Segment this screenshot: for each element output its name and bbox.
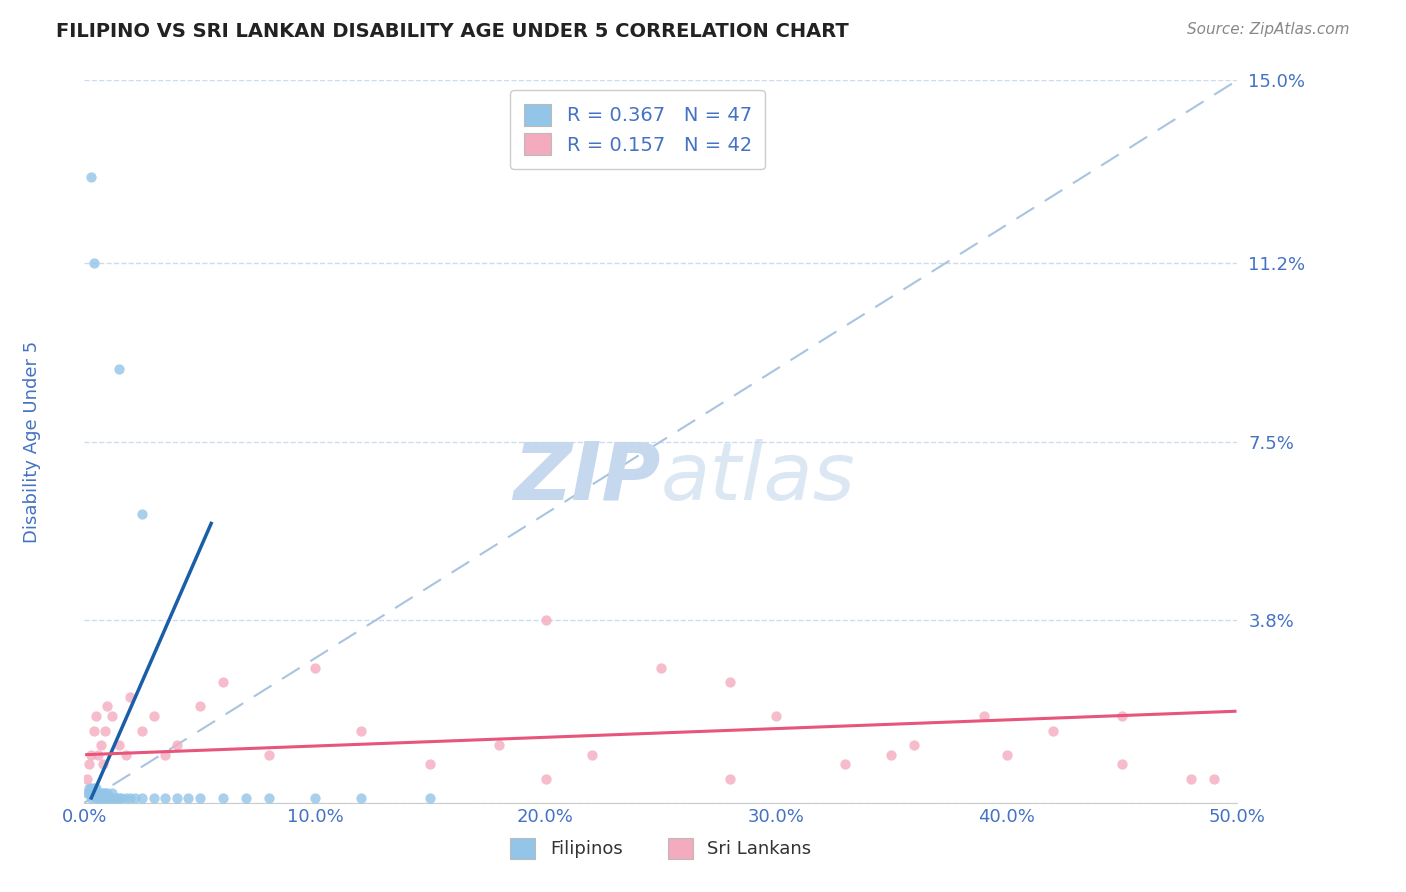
Point [350,791,373,805]
Text: Disability Age Under 5: Disability Age Under 5 [24,341,42,542]
Point [108,738,131,752]
Point [77,786,100,800]
Point [115,747,138,762]
Point [995,747,1018,762]
Point [84,781,107,796]
Point [142,709,165,723]
Point [83,786,105,800]
Point [96,699,118,714]
Point [120,690,142,704]
Point [177,791,200,805]
Point [101,791,124,805]
Point [188,791,211,805]
Legend: Filipinos, Sri Lankans: Filipinos, Sri Lankans [503,830,818,866]
Point [211,791,233,805]
Point [304,661,326,675]
Point [83,723,105,738]
Point [1111,757,1133,772]
Point [91,791,114,805]
Point [105,791,128,805]
Point [973,709,995,723]
Point [87,791,110,805]
Point [84,709,107,723]
Point [91,757,114,772]
Point [650,661,672,675]
Point [166,791,188,805]
Text: ZIP: ZIP [513,439,661,516]
Point [131,791,153,805]
Point [131,723,153,738]
Point [110,791,132,805]
Point [80,781,103,796]
Point [188,699,211,714]
Point [834,757,856,772]
Point [84,791,107,805]
Point [257,747,280,762]
Point [83,781,105,796]
Point [108,362,131,376]
Point [80,791,103,805]
Point [94,723,117,738]
Point [80,169,103,184]
Point [419,791,441,805]
Point [765,709,787,723]
Point [101,709,124,723]
Point [103,791,125,805]
Point [124,791,146,805]
Point [77,781,100,796]
Point [101,786,124,800]
Point [718,675,741,690]
Point [257,791,280,805]
Point [211,675,233,690]
Point [76,786,98,800]
Point [131,507,153,521]
Point [903,738,925,752]
Point [87,747,110,762]
Point [77,757,100,772]
Point [1042,723,1064,738]
Point [89,786,111,800]
Point [89,791,111,805]
Point [80,747,103,762]
Text: atlas: atlas [661,439,856,516]
Point [120,791,142,805]
Point [89,738,111,752]
Text: FILIPINO VS SRI LANKAN DISABILITY AGE UNDER 5 CORRELATION CHART: FILIPINO VS SRI LANKAN DISABILITY AGE UN… [56,22,849,41]
Point [1180,772,1202,786]
Point [80,786,103,800]
Point [96,791,118,805]
Point [98,791,121,805]
Point [880,747,903,762]
Point [166,738,188,752]
Point [153,747,176,762]
Point [142,791,165,805]
Text: Source: ZipAtlas.com: Source: ZipAtlas.com [1187,22,1350,37]
Point [419,757,441,772]
Point [534,772,557,786]
Point [488,738,510,752]
Point [83,256,105,270]
Point [108,791,131,805]
Point [534,613,557,627]
Point [94,786,117,800]
Point [153,791,176,805]
Point [87,786,110,800]
Point [1204,772,1226,786]
Point [304,791,326,805]
Point [91,786,114,800]
Point [1111,709,1133,723]
Point [84,786,107,800]
Point [115,791,138,805]
Point [350,723,373,738]
Point [96,786,118,800]
Point [94,791,117,805]
Point [581,747,603,762]
Point [718,772,741,786]
Point [76,772,98,786]
Point [235,791,257,805]
